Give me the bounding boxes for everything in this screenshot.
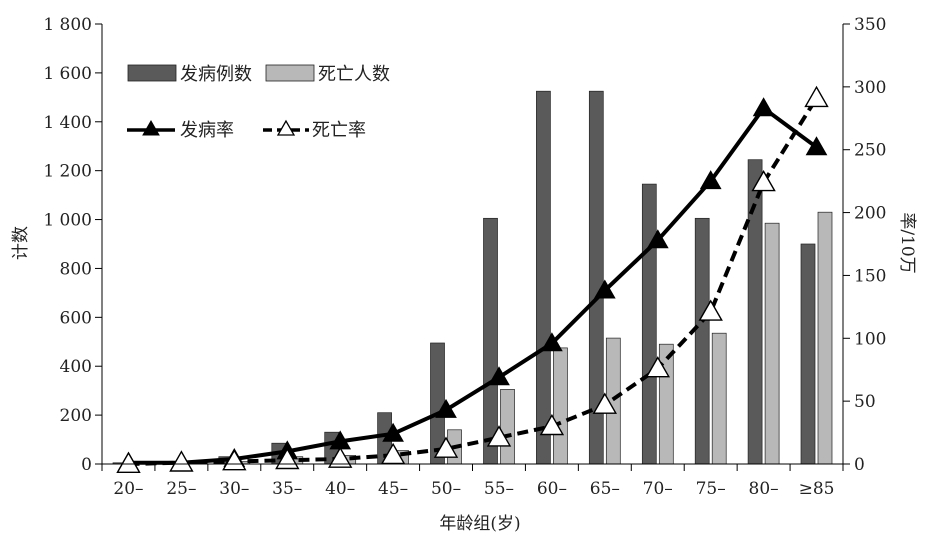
bar-death-count xyxy=(764,222,780,465)
legend: 发病例数 死亡人数 发病率 死亡率 xyxy=(127,64,390,141)
x-tick-label: 20– xyxy=(113,479,143,499)
legend-label-death-count: 死亡人数 xyxy=(318,64,390,85)
right-tick-label: 0 xyxy=(854,455,865,475)
x-axis: 20– 25– 30– 35– 40– 45– 50– 55– 60– 65– 70– 75– 80– ≥… xyxy=(101,463,844,499)
right-tick-label: 100 xyxy=(854,329,886,349)
legend-swatch-death-count xyxy=(265,64,315,82)
marker-death-rate xyxy=(645,356,671,378)
right-tick-label: 300 xyxy=(854,78,886,98)
left-tick-label: 1 000 xyxy=(43,211,92,231)
right-tick-label: 350 xyxy=(854,15,886,35)
right-tick-label: 200 xyxy=(854,204,886,224)
legend-swatch-incidence-count xyxy=(127,64,177,82)
x-tick-label: 55– xyxy=(484,479,514,499)
x-tick-label: 30– xyxy=(219,479,249,499)
bar-death-count xyxy=(817,211,833,465)
marker-death-rate xyxy=(804,85,829,108)
marker-incidence-rate xyxy=(593,279,616,299)
x-tick-label: 80– xyxy=(749,479,779,499)
legend-marker-incidence-rate xyxy=(142,119,160,136)
y-axis-title-left: 计数 xyxy=(11,226,31,260)
marker-death-rate xyxy=(539,413,565,436)
right-tick-label: 150 xyxy=(854,266,886,286)
x-tick-label: 60– xyxy=(537,479,567,499)
right-axis: 0 50 100 150 200 250 300 350 xyxy=(842,15,886,475)
marker-death-rate xyxy=(486,425,512,447)
bars-layer xyxy=(112,90,833,465)
bar-death-count xyxy=(500,389,515,465)
marker-incidence-rate xyxy=(646,229,669,249)
x-tick-label: 35– xyxy=(272,479,302,499)
left-tick-label: 1 800 xyxy=(43,15,92,35)
marker-death-rate xyxy=(327,446,353,468)
left-tick-label: 600 xyxy=(60,308,92,328)
bar-death-count xyxy=(711,332,727,465)
marker-death-rate xyxy=(380,442,406,465)
bar-death-count xyxy=(553,347,568,465)
marker-incidence-rate xyxy=(435,398,457,418)
x-tick-label: ≥85 xyxy=(799,479,835,499)
marker-death-rate xyxy=(592,392,618,414)
x-tick-label: 75– xyxy=(696,479,726,499)
marker-incidence-rate xyxy=(382,422,404,442)
legend-marker-death-rate xyxy=(276,119,296,136)
left-tick-label: 200 xyxy=(60,406,92,426)
left-tick-label: 1 200 xyxy=(43,162,92,182)
legend-label-incidence-count: 发病例数 xyxy=(180,64,252,85)
left-tick-label: 1 600 xyxy=(43,64,92,84)
bar-incidence-count xyxy=(483,217,498,465)
x-axis-title: 年龄组(岁) xyxy=(439,514,520,534)
bar-incidence-count xyxy=(800,243,816,465)
marker-death-rate xyxy=(433,436,459,458)
line-death-rate xyxy=(128,97,819,466)
x-tick-label: 25– xyxy=(166,479,196,499)
marker-incidence-rate xyxy=(752,97,775,117)
marker-death-rate xyxy=(116,451,141,473)
left-tick-label: 1 400 xyxy=(43,113,92,133)
x-tick-label: 45– xyxy=(378,479,408,499)
marker-incidence-rate xyxy=(488,366,510,386)
line-incidence-rate xyxy=(128,106,818,465)
left-tick-label: 800 xyxy=(60,259,92,279)
marker-death-rate xyxy=(751,169,776,192)
x-tick-label: 50– xyxy=(431,479,461,499)
bar-incidence-count xyxy=(641,183,657,465)
right-tick-label: 50 xyxy=(854,392,876,412)
x-tick-label: 70– xyxy=(643,479,673,499)
legend-label-incidence-rate: 发病率 xyxy=(180,120,234,141)
legend-label-death-rate: 死亡率 xyxy=(312,120,366,141)
marker-death-rate xyxy=(698,299,723,321)
left-axis: 0 200 400 600 800 1 000 1 200 1 400 1 600 1 800 xyxy=(43,15,103,475)
bar-incidence-count xyxy=(694,217,710,465)
marker-death-rate xyxy=(169,450,194,472)
marker-incidence-rate xyxy=(805,136,828,156)
x-tick-label: 65– xyxy=(590,479,620,499)
left-tick-label: 0 xyxy=(81,455,92,475)
marker-death-rate xyxy=(222,449,247,471)
x-tick-label: 40– xyxy=(325,479,355,499)
lines-layer xyxy=(116,85,829,473)
bar-incidence-count xyxy=(536,90,551,465)
marker-incidence-rate xyxy=(541,332,563,352)
right-tick-label: 250 xyxy=(854,141,886,161)
marker-incidence-rate xyxy=(699,170,722,190)
y-axis-title-right: 率/10万 xyxy=(897,212,917,273)
left-tick-label: 400 xyxy=(60,357,92,377)
